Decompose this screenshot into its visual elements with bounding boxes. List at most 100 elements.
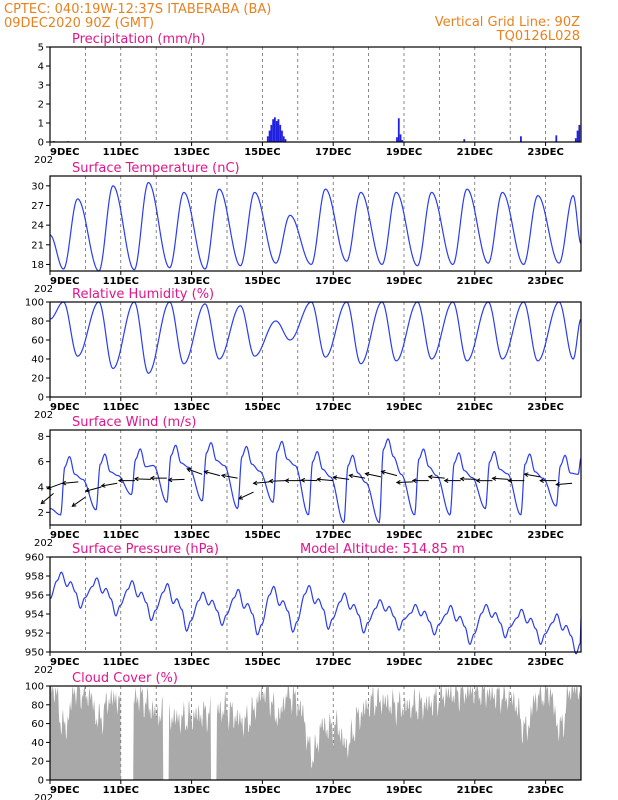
wind-arrow-head (395, 480, 401, 485)
pressure-line (49, 571, 582, 655)
wind-arrow-shaft (349, 474, 366, 479)
wind-arrow (84, 486, 102, 493)
wind-arrow-shaft (524, 473, 541, 478)
wind-arrow (300, 477, 318, 483)
ytick-label: 30 (31, 181, 44, 192)
xtick-label: 19DEC (386, 785, 422, 796)
cloud-area (50, 686, 581, 780)
xtick-label: 15DEC (244, 276, 280, 287)
wind-arrow-head (84, 488, 90, 493)
wind-arrow-shaft (556, 482, 573, 486)
precip-bar (277, 119, 280, 142)
wind-arrow-head (523, 472, 529, 477)
precip-bar (401, 140, 404, 142)
year-label: 202 (34, 410, 53, 421)
wind-arrow-shaft (40, 492, 54, 505)
frame-temp (49, 175, 582, 272)
xtick-label: 15DEC (244, 657, 280, 668)
xtick-label: 13DEC (173, 276, 209, 287)
wind-arrow-shaft (101, 482, 118, 487)
ytick-label: 3 (38, 81, 44, 92)
wind-arrow-head (71, 502, 77, 507)
header-date: 09DEC2020 90Z (GMT) (4, 16, 154, 31)
ytick-label: 5 (38, 43, 44, 54)
wind-arrow-shaft (253, 481, 270, 484)
wind-arrow-shaft (381, 470, 398, 477)
xtick-label: 13DEC (173, 530, 209, 541)
precip-bar (272, 119, 275, 142)
xtick-label: 11DEC (103, 657, 139, 668)
panel-temp: 18 21 24 27 30 9DEC 11DEC 13DEC 15DEC 17DEC 19DEC 2… (31, 161, 582, 295)
wind-arrow-shaft (168, 478, 185, 481)
ytick-label: 954 (25, 610, 44, 621)
ytick-label: 100 (25, 682, 44, 693)
xtick-label: 21DEC (457, 530, 493, 541)
wind-arrow-head (332, 475, 338, 480)
xtick-label: 9DEC (50, 530, 79, 541)
title-cloud: Cloud Cover (%) (72, 671, 178, 686)
wind-arrow (133, 476, 151, 482)
frame-rh (49, 301, 582, 398)
xtick-label: 11DEC (103, 402, 139, 413)
xtick-label: 9DEC (50, 276, 79, 287)
ytick-label: 8 (38, 432, 44, 443)
wind-arrow-shaft (492, 477, 509, 480)
wind-arrow (186, 467, 203, 475)
year-label: 202 (34, 793, 53, 800)
wind-arrow (167, 477, 185, 483)
wind-arrow (523, 472, 541, 478)
wind-arrow (117, 478, 135, 484)
wind-arrow-head (475, 478, 481, 484)
xtick-label: 23DEC (527, 402, 563, 413)
ytick-label: 40 (31, 355, 44, 366)
ytick-label: 950 (25, 648, 44, 659)
ytick-label: 956 (25, 591, 44, 602)
year-label: 202 (34, 538, 53, 549)
precip-bar (266, 136, 269, 142)
wind-arrow (507, 478, 525, 484)
precip-bar (576, 130, 579, 142)
wind-arrow-head (539, 478, 544, 484)
title-rh: Relative Humidity (%) (72, 287, 214, 302)
panel-rh: 0 20 40 60 80 100 9DEC 11DEC 13DEC 15DEC 17DEC 19DE… (25, 287, 582, 421)
ytick-label: 4 (38, 62, 44, 73)
xtick-label: 19DEC (386, 147, 422, 158)
precip-bar (578, 124, 581, 142)
ytick-label: 20 (31, 374, 44, 385)
wind-arrow-head (203, 470, 209, 475)
panel-wind: 2 4 6 8 9DEC 11DEC 13DEC 15DEC 17DEC 19DEC 21DEC 23… (34, 415, 582, 549)
wind-arrow-shaft (460, 478, 477, 480)
ytick-label: 27 (31, 201, 44, 212)
frame-pres (49, 556, 582, 653)
wind-arrow-head (380, 470, 386, 475)
precip-bar (282, 136, 285, 142)
wind-arrow-head (459, 476, 465, 482)
xtick-label: 11DEC (103, 276, 139, 287)
precip-bar (555, 135, 558, 142)
xtick-label: 15DEC (244, 785, 280, 796)
wind-arrow-shaft (221, 474, 238, 479)
temp-line (49, 181, 582, 272)
precip-bar (281, 130, 283, 142)
wind-arrow-shaft (62, 481, 79, 484)
ytick-label: 80 (31, 700, 44, 711)
xtick-label: 9DEC (50, 402, 79, 413)
year-label: 202 (34, 665, 53, 676)
wind-arrow (459, 476, 477, 482)
precip-bar (574, 138, 577, 142)
precip-bar (520, 136, 522, 142)
precip-bar (399, 134, 402, 142)
precip-bar (270, 124, 273, 142)
xtick-label: 23DEC (527, 657, 563, 668)
wind-arrow (61, 480, 79, 486)
wind-arrow (475, 478, 493, 484)
xtick-label: 23DEC (527, 276, 563, 287)
xtick-label: 17DEC (315, 147, 351, 158)
wind-arrow (539, 478, 557, 484)
wind-arrow-head (186, 467, 192, 473)
wind-arrow (395, 480, 413, 485)
panel-pres: 950 952 954 956 958 960 9DEC 11DEC 13DEC 15DEC 17D… (25, 542, 582, 676)
wind-arrow-head (300, 477, 306, 483)
xtick-label: 17DEC (315, 402, 351, 413)
xtick-label: 13DEC (173, 785, 209, 796)
